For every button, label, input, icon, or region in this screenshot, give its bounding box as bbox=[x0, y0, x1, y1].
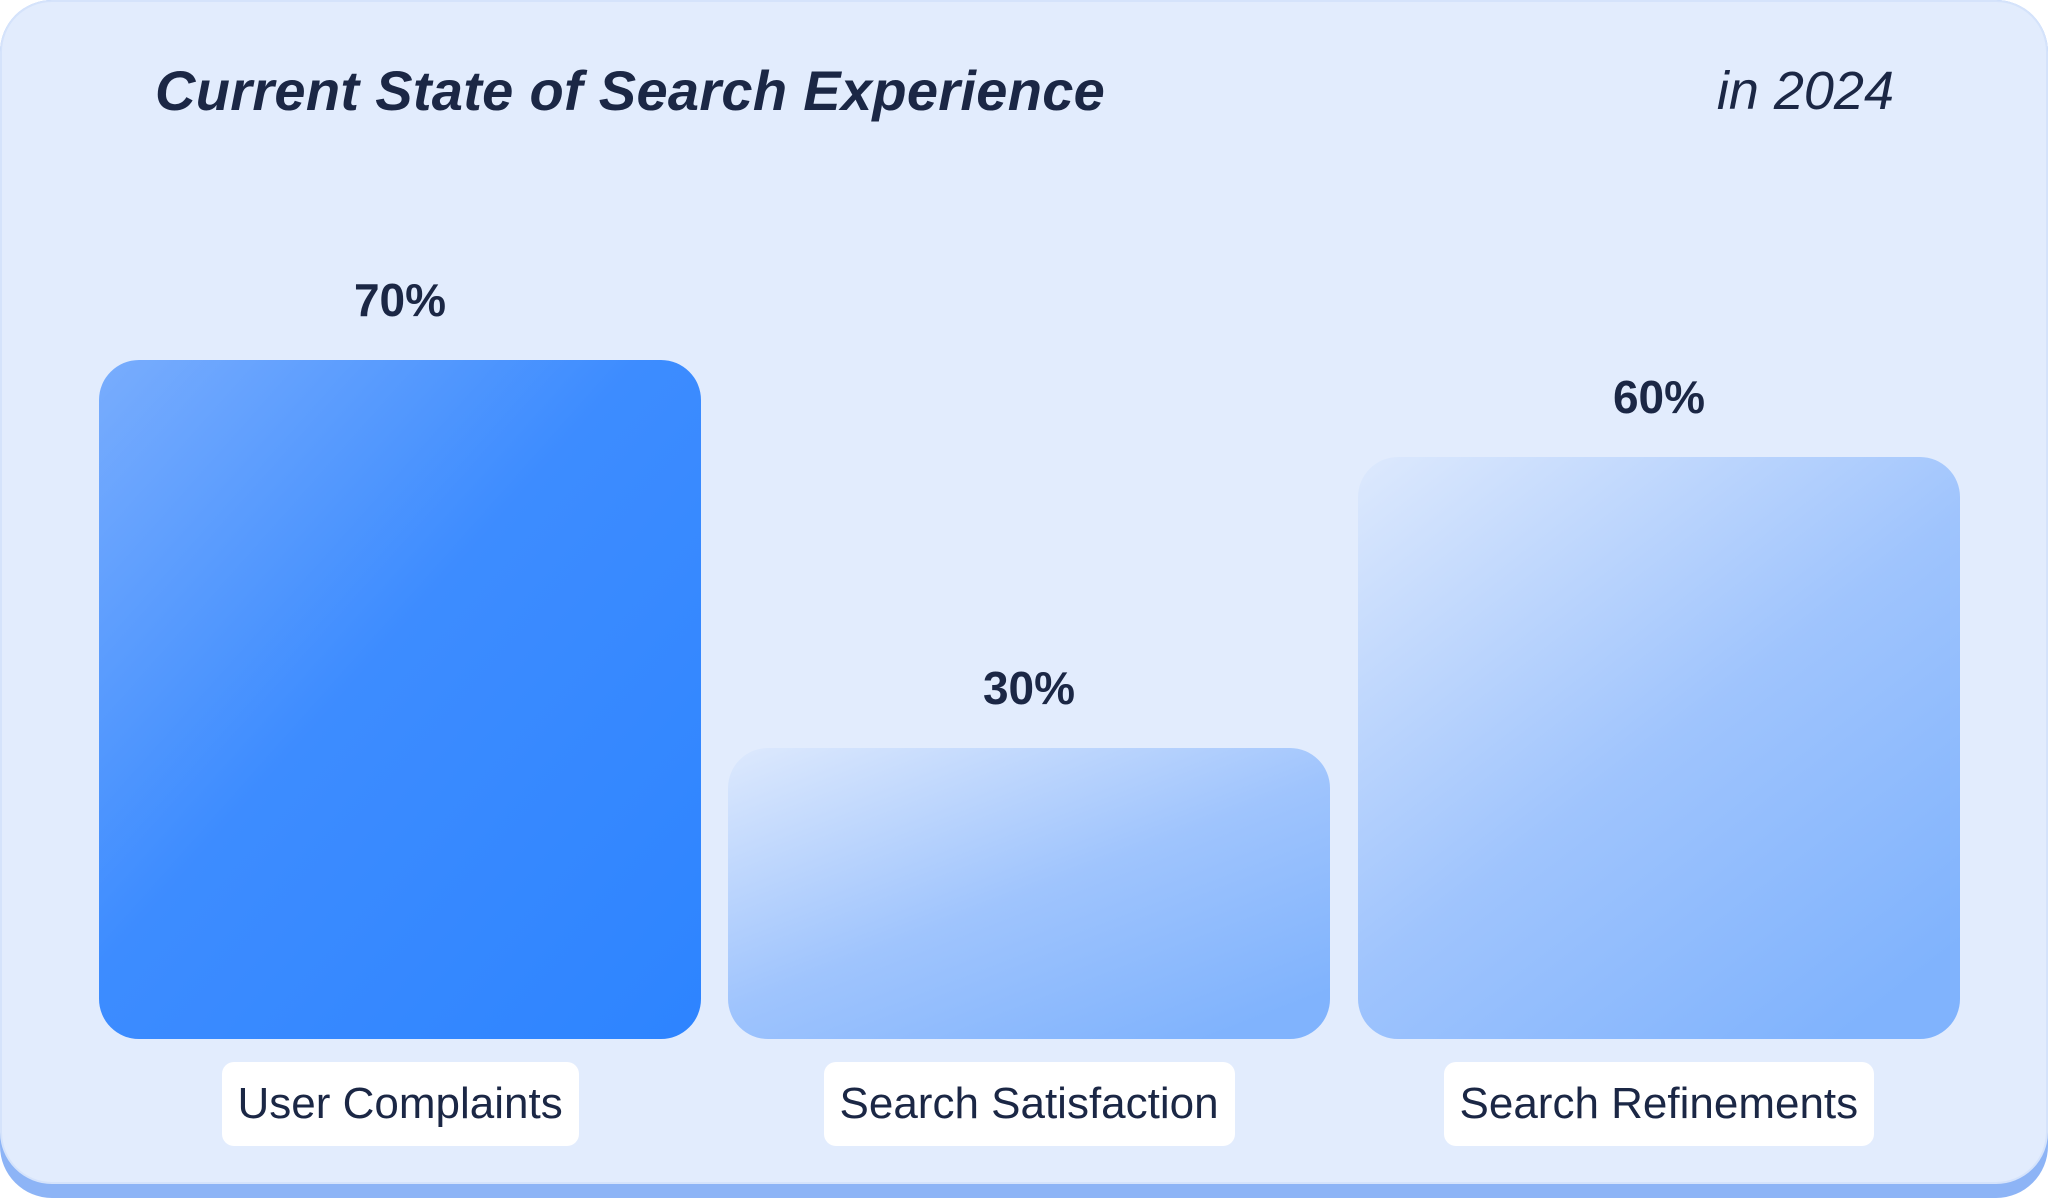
category-label-search-satisfaction: Search Satisfaction bbox=[823, 1062, 1235, 1146]
bar-user-complaints bbox=[99, 360, 701, 1039]
value-label-user-complaints: 70% bbox=[354, 274, 446, 326]
chart-subtitle: in 2024 bbox=[1716, 61, 1894, 121]
category-label-search-refinements: Search Refinements bbox=[1443, 1062, 1875, 1146]
value-labels-layer: 70% 30% 60% bbox=[354, 274, 1705, 714]
value-label-search-refinements: 60% bbox=[1613, 371, 1705, 423]
bar-search-satisfaction bbox=[728, 748, 1330, 1039]
bars-layer bbox=[99, 360, 1960, 1039]
value-label-search-satisfaction: 30% bbox=[983, 662, 1075, 714]
category-label-user-complaints: User Complaints bbox=[221, 1062, 579, 1146]
chart-title: Current State of Search Experience bbox=[155, 59, 1106, 122]
bar-search-refinements bbox=[1358, 457, 1960, 1039]
